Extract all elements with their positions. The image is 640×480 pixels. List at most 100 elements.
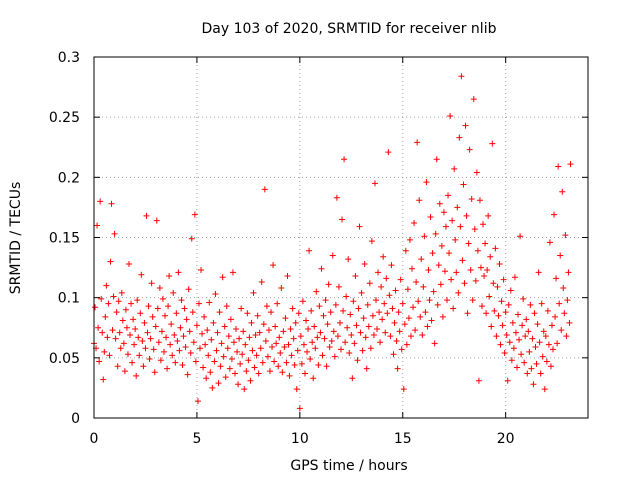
data-point xyxy=(283,359,290,366)
data-point xyxy=(114,363,121,370)
data-point xyxy=(393,337,400,344)
data-point xyxy=(331,353,338,360)
data-point xyxy=(239,351,246,358)
data-point xyxy=(253,352,260,359)
data-point xyxy=(489,140,496,147)
data-point xyxy=(195,300,202,307)
data-point xyxy=(297,333,304,340)
data-point xyxy=(323,363,330,370)
data-point xyxy=(162,312,169,319)
data-point xyxy=(280,328,287,335)
data-point xyxy=(325,281,332,288)
data-point xyxy=(197,345,204,352)
data-point xyxy=(546,239,553,246)
data-point xyxy=(250,289,257,296)
data-point xyxy=(248,319,255,326)
grid-lines xyxy=(94,57,588,418)
data-point xyxy=(130,316,137,323)
data-point xyxy=(220,353,227,360)
data-point xyxy=(539,353,546,360)
data-point xyxy=(92,304,99,311)
data-point xyxy=(259,359,266,366)
data-point xyxy=(131,341,138,348)
data-point xyxy=(140,363,147,370)
data-point xyxy=(468,195,475,202)
data-point xyxy=(480,221,487,228)
data-point xyxy=(371,180,378,187)
data-point xyxy=(403,341,410,348)
data-point xyxy=(494,283,501,290)
data-point xyxy=(102,313,109,320)
chart-title: Day 103 of 2020, SRMTID for receiver nli… xyxy=(202,21,497,37)
data-point xyxy=(238,305,245,312)
data-point xyxy=(314,334,321,341)
data-point xyxy=(447,112,454,119)
data-point xyxy=(284,273,291,280)
data-point xyxy=(358,289,365,296)
data-point xyxy=(424,323,431,330)
data-point xyxy=(377,339,384,346)
data-point xyxy=(444,297,451,304)
data-point xyxy=(163,334,170,341)
data-point xyxy=(392,287,399,294)
data-point xyxy=(211,358,218,365)
data-point xyxy=(350,298,357,305)
data-point xyxy=(310,375,317,382)
data-point xyxy=(341,156,348,163)
data-point xyxy=(150,346,157,353)
data-point xyxy=(184,371,191,378)
data-point xyxy=(357,329,364,336)
data-point xyxy=(279,369,286,376)
data-point xyxy=(503,331,510,338)
data-point xyxy=(521,359,528,366)
data-point xyxy=(104,334,111,341)
data-point xyxy=(171,331,178,338)
data-point xyxy=(425,266,432,273)
data-point xyxy=(236,335,243,342)
data-point xyxy=(177,324,184,331)
data-point xyxy=(300,341,307,348)
x-tick-label: 10 xyxy=(291,431,309,447)
data-point xyxy=(486,293,493,300)
data-point xyxy=(243,368,250,375)
data-point xyxy=(107,258,114,265)
data-point xyxy=(235,381,242,388)
data-point xyxy=(380,253,387,260)
data-point xyxy=(233,325,240,332)
data-point xyxy=(421,233,428,240)
data-point xyxy=(535,269,542,276)
data-point xyxy=(115,298,122,305)
data-point xyxy=(390,351,397,358)
data-point xyxy=(167,341,174,348)
data-point xyxy=(399,300,406,307)
data-point xyxy=(206,299,213,306)
data-point xyxy=(191,211,198,218)
data-point xyxy=(119,317,126,324)
data-point xyxy=(330,328,337,335)
data-point xyxy=(222,374,229,381)
data-point xyxy=(470,96,477,103)
data-point xyxy=(404,286,411,293)
data-point xyxy=(560,285,567,292)
data-point xyxy=(464,310,471,317)
data-point xyxy=(174,337,181,344)
data-point xyxy=(552,313,559,320)
data-point xyxy=(160,348,167,355)
axis-ticks xyxy=(93,56,588,419)
data-point xyxy=(372,297,379,304)
data-point xyxy=(370,331,377,338)
data-point xyxy=(496,260,503,267)
y-tick-label: 0.1 xyxy=(58,291,80,307)
data-point xyxy=(387,333,394,340)
data-point xyxy=(485,212,492,219)
data-point xyxy=(366,280,373,287)
data-point xyxy=(216,309,223,316)
data-point xyxy=(360,315,367,322)
data-point xyxy=(303,317,310,324)
data-point xyxy=(262,337,269,344)
data-point xyxy=(245,357,252,364)
data-point xyxy=(442,223,449,230)
data-point xyxy=(99,329,106,336)
data-point xyxy=(510,345,517,352)
data-point xyxy=(200,364,207,371)
